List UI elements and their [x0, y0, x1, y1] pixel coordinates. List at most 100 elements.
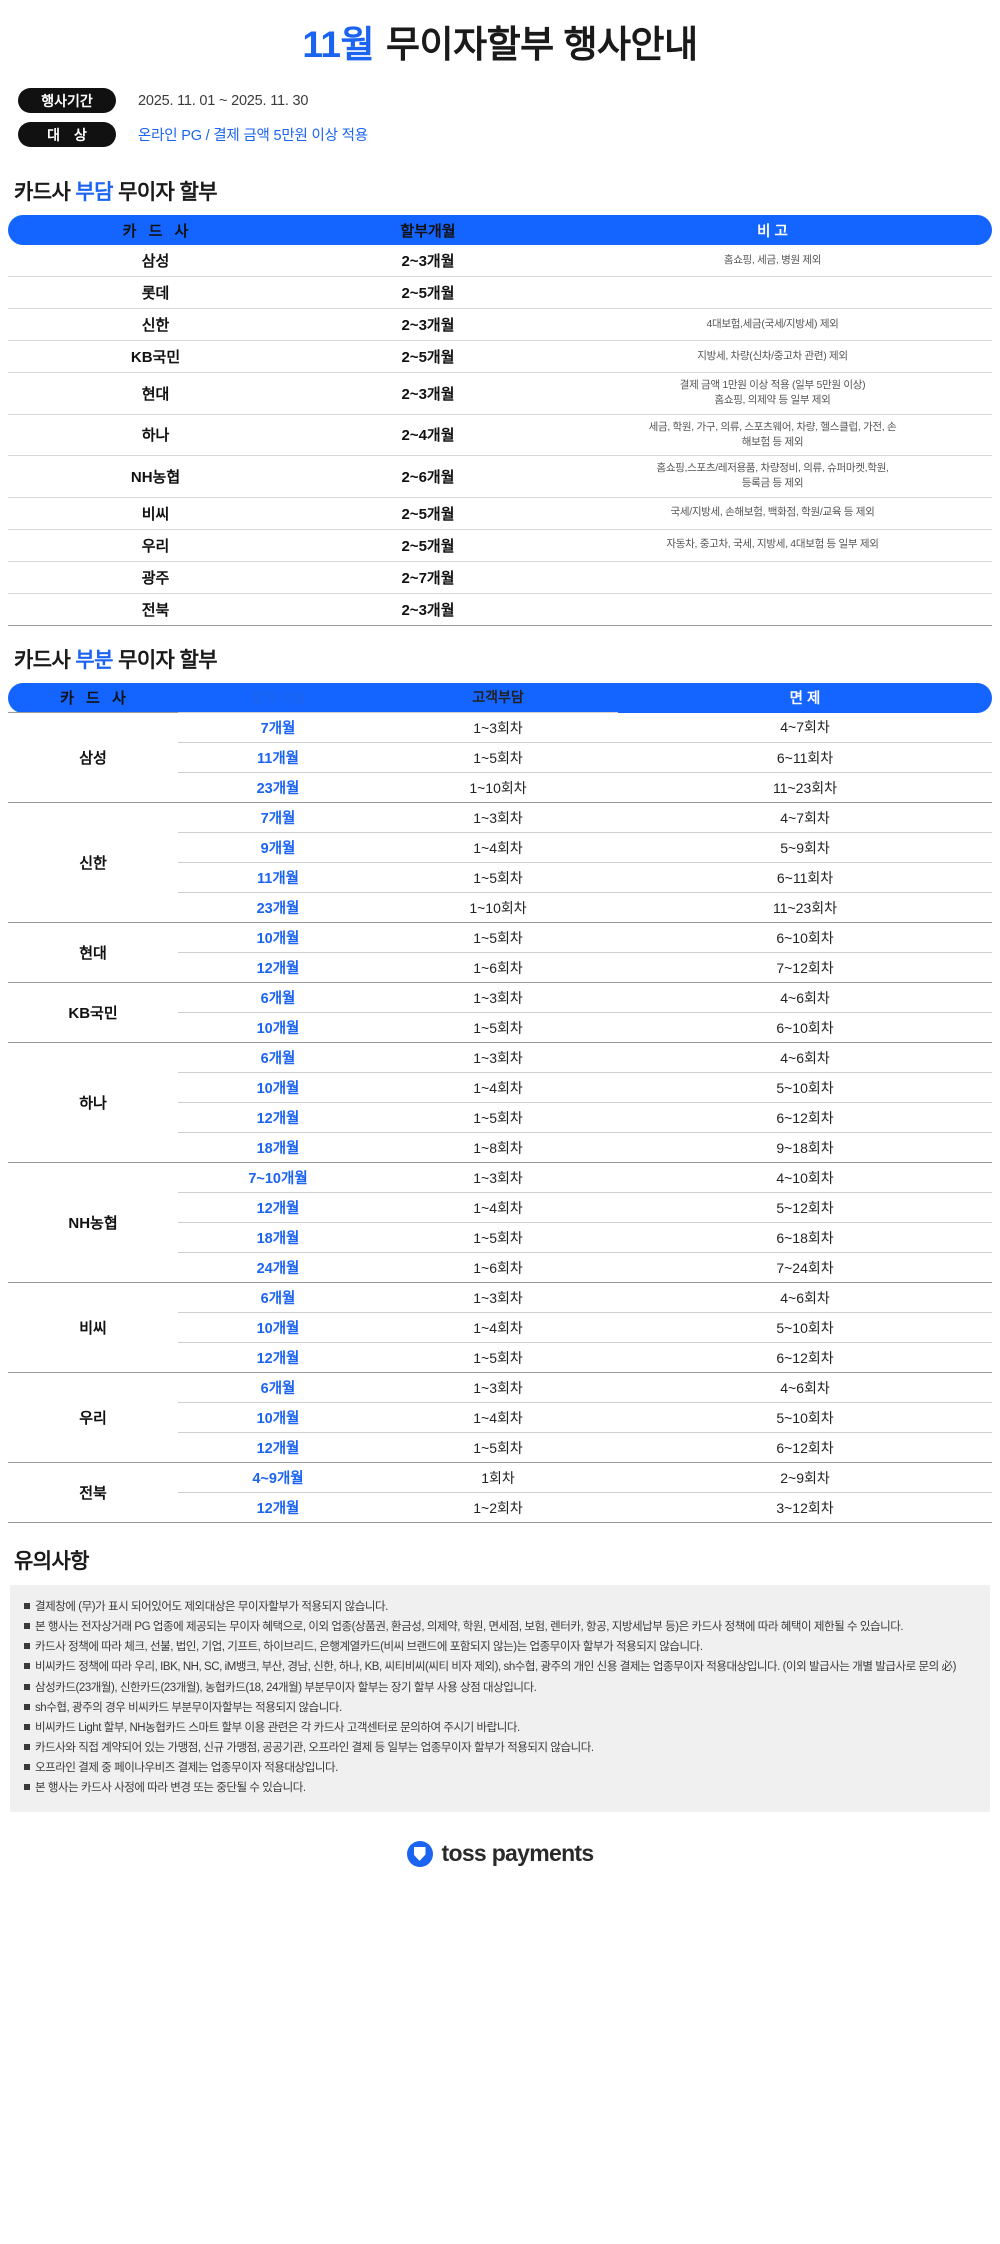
table-row: 신한 2~3개월 4대보험,세금(국세/지방세) 제외	[8, 308, 992, 342]
table2-col-customer: 고객부담	[378, 682, 618, 714]
installment-term-cell: 18개월	[178, 1132, 378, 1164]
exemption-cell: 6~11회차	[618, 742, 992, 774]
table2-header-row: 카 드 사 할부개월 고객부담 면 제	[8, 682, 992, 714]
table-row: 24개월 1~6회차 7~24회차	[8, 1252, 992, 1284]
section2-heading-post: 무이자 할부	[112, 648, 217, 672]
table-row: 11개월 1~5회차 6~11회차	[8, 742, 992, 774]
remarks-cell: 국세/지방세, 손해보험, 백화점, 학원/교육 등 제외	[553, 497, 992, 530]
notice-text: 결제창에 (무)가 표시 되어있어도 제외대상은 무이자할부가 적용되지 않습니…	[35, 1601, 388, 1614]
customer-burden-cell: 1~4회차	[378, 1072, 618, 1104]
table-row: 하나 6개월 1~3회차 4~6회차	[8, 1042, 992, 1164]
table-row: 9개월 1~4회차 5~9회차	[8, 832, 992, 864]
notice-text: 본 행사는 카드사 사정에 따라 변경 또는 중단될 수 있습니다.	[35, 1782, 306, 1795]
installment-months-cell: 2~6개월	[303, 455, 553, 498]
installment-term-cell: 7~10개월	[178, 1162, 378, 1194]
table-row: 12개월 1~6회차 7~12회차	[8, 952, 992, 984]
installment-months-cell: 2~3개월	[303, 308, 553, 342]
notice-text: sh수협, 광주의 경우 비씨카드 부분무이자할부는 적용되지 않습니다.	[35, 1701, 342, 1714]
exemption-cell: 5~9회차	[618, 832, 992, 864]
card-company-cell: 삼성	[8, 245, 303, 278]
promotion-page: 11월 무이자할부 행사안내 행사기간 2025. 11. 01 ~ 2025. …	[0, 0, 1000, 1898]
table-row: 삼성 7개월 1~3회차 4~7회차	[8, 712, 992, 804]
brand-name: toss payments	[441, 1840, 595, 1867]
section1-heading-post: 무이자 할부	[112, 181, 217, 205]
card-company-cell: 현대	[8, 922, 178, 984]
title-month: 11월	[302, 24, 374, 65]
notice-item: 본 행사는 전자상거래 PG 업종에 제공되는 무이자 혜택으로, 이외 업종(…	[24, 1617, 976, 1637]
installment-months-cell: 2~7개월	[303, 561, 553, 594]
bullet-square-icon	[24, 1683, 30, 1690]
customer-burden-cell: 1~5회차	[378, 862, 618, 894]
exemption-cell: 6~12회차	[618, 1102, 992, 1134]
table-row: 전북 2~3개월	[8, 593, 992, 626]
exemption-cell: 4~6회차	[618, 1372, 992, 1404]
installment-term-cell: 7개월	[178, 802, 378, 834]
remarks-cell: 자동차, 중고차, 국세, 지방세, 4대보험 등 일부 제외	[553, 529, 992, 562]
bullet-square-icon	[24, 1743, 30, 1750]
customer-burden-cell: 1~3회차	[378, 1162, 618, 1194]
bullet-square-icon	[24, 1623, 30, 1630]
table-row: 현대 10개월 1~5회차 6~10회차	[8, 922, 992, 984]
table2-col-term: 할부개월	[178, 682, 378, 714]
table-row: NH농협 7~10개월 1~3회차 4~10회차	[8, 1162, 992, 1284]
table1-header-row: 카 드 사 할부개월 비 고	[8, 215, 992, 246]
exemption-cell: 6~10회차	[618, 922, 992, 954]
table-row: 비씨 2~5개월 국세/지방세, 손해보험, 백화점, 학원/교육 등 제외	[8, 497, 992, 530]
meta-block: 행사기간 2025. 11. 01 ~ 2025. 11. 30 대 상 온라인…	[0, 82, 1000, 158]
table2-head: 카 드 사 할부개월 고객부담 면 제	[8, 682, 992, 714]
exemption-cell: 6~11회차	[618, 862, 992, 894]
title-rest: 무이자할부 행사안내	[386, 24, 698, 65]
exemption-cell: 6~18회차	[618, 1222, 992, 1254]
partial-interest-free-table: 카 드 사 할부개월 고객부담 면 제 삼성 7개월 1~3회차 4~7회차 11개월 1…	[8, 682, 992, 1524]
customer-burden-cell: 1~5회차	[378, 1222, 618, 1254]
installment-term-cell: 12개월	[178, 1432, 378, 1464]
exemption-cell: 7~12회차	[618, 952, 992, 984]
customer-burden-cell: 1~5회차	[378, 922, 618, 954]
target-label-badge: 대 상	[18, 122, 116, 148]
exemption-cell: 6~10회차	[618, 1012, 992, 1044]
table-row: KB국민 2~5개월 지방세, 차량(신차/중고차 관련) 제외	[8, 340, 992, 374]
exemption-cell: 5~10회차	[618, 1072, 992, 1104]
customer-burden-cell: 1~5회차	[378, 1432, 618, 1464]
card-company-cell: 비씨	[8, 497, 303, 530]
customer-burden-cell: 1~10회차	[378, 772, 618, 804]
installment-months-cell: 2~5개월	[303, 497, 553, 530]
brand-logo: toss payments	[406, 1840, 595, 1867]
card-company-cell: 신한	[8, 802, 178, 924]
customer-burden-cell: 1~2회차	[378, 1492, 618, 1524]
customer-burden-cell: 1~5회차	[378, 742, 618, 774]
table-row: 삼성 2~3개월 홈쇼핑, 세금, 병원 제외	[8, 245, 992, 278]
notice-text: 오프라인 결제 중 페이나우비즈 결제는 업종무이자 적용대상입니다.	[35, 1762, 338, 1775]
customer-burden-cell: 1~5회차	[378, 1012, 618, 1044]
installment-term-cell: 12개월	[178, 1102, 378, 1134]
section1-table-wrap: 카 드 사 할부개월 비 고 삼성 2~3개월 홈쇼핑, 세금, 병원 제외 롯데 2~…	[0, 215, 1000, 626]
card-company-cell: 전북	[8, 1462, 178, 1524]
card-company-cell: 하나	[8, 1042, 178, 1164]
table-row: 12개월 1~2회차 3~12회차	[8, 1492, 992, 1524]
notice-text: 본 행사는 전자상거래 PG 업종에 제공되는 무이자 혜택으로, 이외 업종(…	[35, 1621, 904, 1634]
table-row: 전북 4~9개월 1회차 2~9회차	[8, 1462, 992, 1524]
installment-term-cell: 12개월	[178, 1342, 378, 1374]
installment-months-cell: 2~3개월	[303, 593, 553, 626]
customer-burden-cell: 1~5회차	[378, 1102, 618, 1134]
notices-box: 결제창에 (무)가 표시 되어있어도 제외대상은 무이자할부가 적용되지 않습니…	[10, 1585, 990, 1813]
notice-item: 비씨카드 Light 할부, NH농협카드 스마트 할부 이용 관련은 각 카드…	[24, 1718, 976, 1738]
notice-item: 비씨카드 정책에 따라 우리, IBK, NH, SC, iM뱅크, 부산, 경…	[24, 1657, 976, 1677]
notice-text: 카드사 정책에 따라 체크, 선불, 법인, 기업, 기프트, 하이브리드, 은…	[35, 1641, 703, 1654]
table-row: 23개월 1~10회차 11~23회차	[8, 772, 992, 804]
installment-term-cell: 6개월	[178, 1372, 378, 1404]
table-row: 10개월 1~4회차 5~10회차	[8, 1402, 992, 1434]
exemption-cell: 5~10회차	[618, 1402, 992, 1434]
notice-item: 카드사와 직접 계약되어 있는 가맹점, 신규 가맹점, 공공기관, 오프라인 …	[24, 1738, 976, 1758]
installment-term-cell: 12개월	[178, 952, 378, 984]
section1-heading-accent: 부담	[75, 181, 113, 205]
notice-item: 본 행사는 카드사 사정에 따라 변경 또는 중단될 수 있습니다.	[24, 1778, 976, 1798]
installment-term-cell: 4~9개월	[178, 1462, 378, 1494]
bullet-square-icon	[24, 1764, 30, 1771]
exemption-cell: 9~18회차	[618, 1132, 992, 1164]
table-row: 18개월 1~5회차 6~18회차	[8, 1222, 992, 1254]
table-row: 10개월 1~5회차 6~10회차	[8, 1012, 992, 1044]
notice-item: 오프라인 결제 중 페이나우비즈 결제는 업종무이자 적용대상입니다.	[24, 1758, 976, 1778]
installment-term-cell: 10개월	[178, 922, 378, 954]
exemption-cell: 4~6회차	[618, 982, 992, 1014]
